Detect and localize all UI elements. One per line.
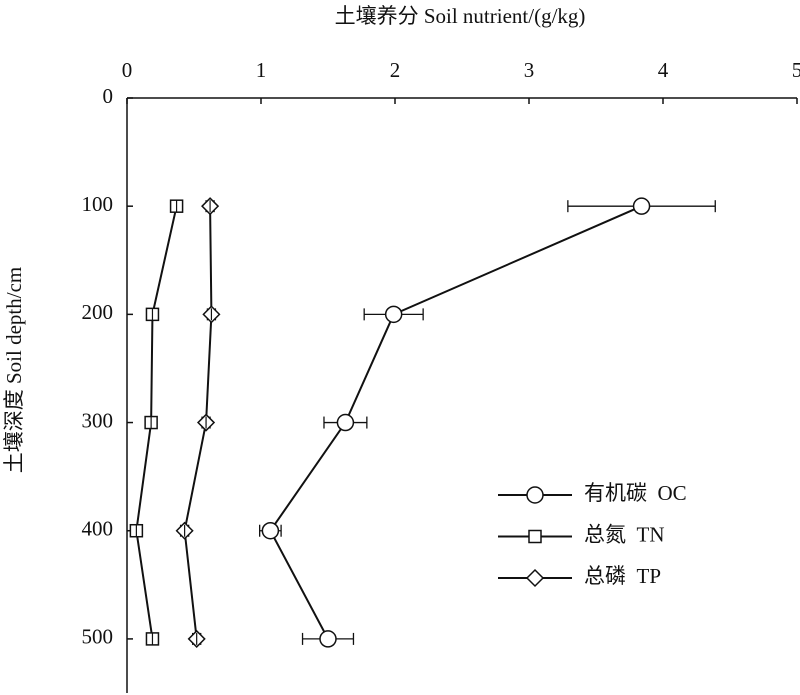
marker — [336, 413, 355, 432]
data-point — [196, 413, 216, 432]
y-tick-label: 300 — [82, 408, 114, 432]
y-axis-title: 土壤深度 Soil depth/cm — [2, 267, 26, 474]
data-point — [363, 305, 424, 324]
x-tick-label: 4 — [658, 58, 669, 82]
marker — [526, 486, 544, 504]
legend-label: 总磷 TP — [584, 564, 661, 588]
data-point — [323, 413, 368, 432]
data-point — [144, 415, 158, 430]
marker — [528, 529, 542, 544]
y-tick-label: 100 — [82, 192, 114, 216]
x-tick-label: 1 — [256, 58, 267, 82]
x-axis-title: 土壤养分 Soil nutrient/(g/kg) — [335, 4, 586, 28]
x-tick-label: 2 — [390, 58, 401, 82]
marker — [319, 630, 337, 648]
data-point — [301, 630, 355, 648]
marker — [632, 197, 651, 215]
y-tick-label: 400 — [82, 517, 114, 541]
legend-label: 总氮 TN — [584, 522, 665, 546]
data-point — [259, 521, 282, 540]
marker — [261, 521, 280, 540]
data-point — [175, 521, 194, 540]
y-tick-label: 200 — [82, 300, 114, 324]
marker — [525, 568, 545, 588]
data-point — [202, 305, 221, 324]
data-point — [187, 629, 206, 648]
x-tick-label: 5 — [792, 58, 800, 82]
data-point — [145, 632, 160, 646]
data-point — [129, 523, 144, 538]
data-point — [145, 307, 160, 322]
marker — [384, 305, 403, 324]
x-tick-label: 3 — [524, 58, 535, 82]
data-point — [169, 199, 184, 213]
x-tick-label: 0 — [122, 58, 133, 82]
data-point — [201, 197, 220, 216]
legend-label: 有机碳 OC — [584, 481, 687, 505]
y-tick-label: 0 — [103, 84, 114, 108]
y-tick-label: 500 — [82, 625, 114, 649]
data-point — [567, 197, 716, 215]
